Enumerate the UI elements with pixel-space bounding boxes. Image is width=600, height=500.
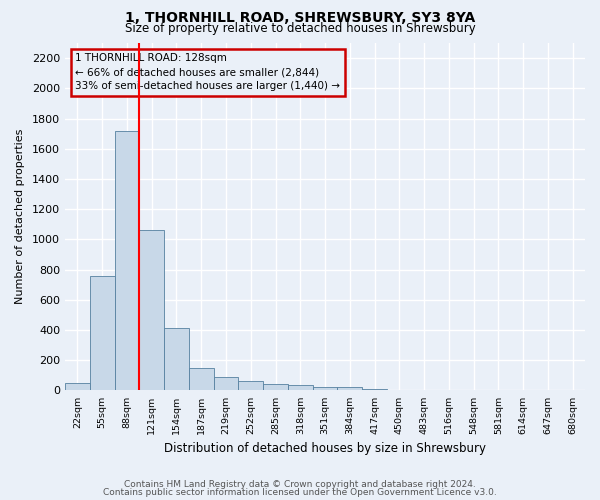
Bar <box>263 384 288 390</box>
Bar <box>115 130 139 390</box>
Bar <box>313 386 337 390</box>
Bar <box>164 328 189 390</box>
Text: Contains HM Land Registry data © Crown copyright and database right 2024.: Contains HM Land Registry data © Crown c… <box>124 480 476 489</box>
Bar <box>288 385 313 390</box>
Y-axis label: Number of detached properties: Number of detached properties <box>15 129 25 304</box>
Text: 1, THORNHILL ROAD, SHREWSBURY, SY3 8YA: 1, THORNHILL ROAD, SHREWSBURY, SY3 8YA <box>125 12 475 26</box>
Bar <box>238 382 263 390</box>
Text: Contains public sector information licensed under the Open Government Licence v3: Contains public sector information licen… <box>103 488 497 497</box>
Bar <box>139 230 164 390</box>
Bar <box>362 389 387 390</box>
Bar <box>65 383 90 390</box>
Bar <box>337 388 362 390</box>
Bar <box>90 276 115 390</box>
Text: Size of property relative to detached houses in Shrewsbury: Size of property relative to detached ho… <box>125 22 475 35</box>
X-axis label: Distribution of detached houses by size in Shrewsbury: Distribution of detached houses by size … <box>164 442 486 455</box>
Text: 1 THORNHILL ROAD: 128sqm
← 66% of detached houses are smaller (2,844)
33% of sem: 1 THORNHILL ROAD: 128sqm ← 66% of detach… <box>76 54 340 92</box>
Bar <box>214 377 238 390</box>
Bar <box>189 368 214 390</box>
